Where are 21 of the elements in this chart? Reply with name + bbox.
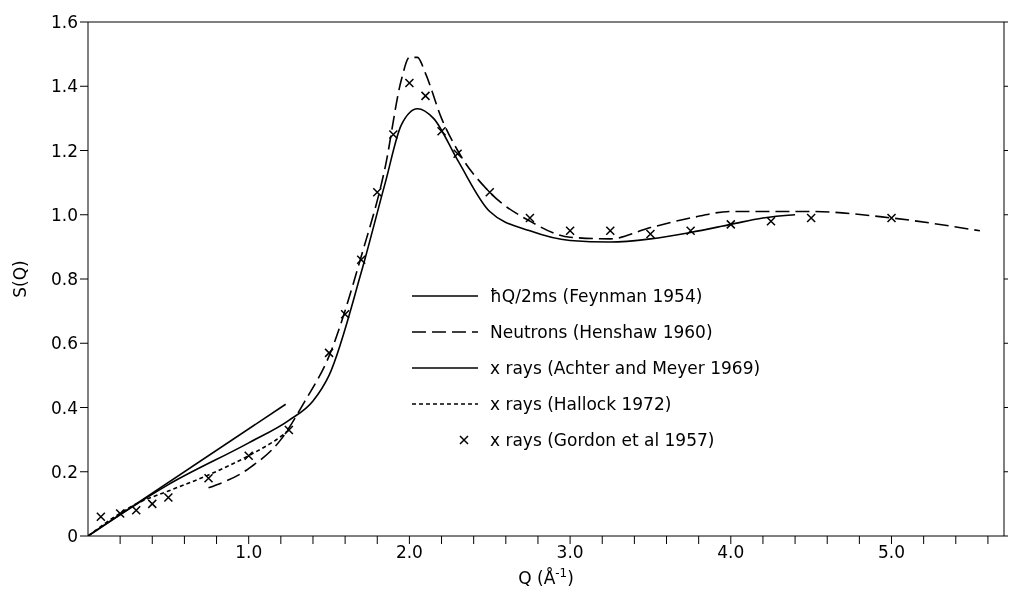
legend-label: x rays (Achter and Meyer 1969) xyxy=(490,358,761,378)
y-tick-label: 1.0 xyxy=(50,204,78,225)
x-tick-label: 4.0 xyxy=(717,542,745,563)
y-tick-label: 1.4 xyxy=(50,76,78,97)
y-tick-label: 0.6 xyxy=(50,333,78,354)
x-tick-label: 3.0 xyxy=(556,542,584,563)
y-tick-label: 0 xyxy=(67,526,78,547)
legend-label: x rays (Gordon et al 1957) xyxy=(490,430,715,450)
x-tick-label: 2.0 xyxy=(395,542,423,563)
x-tick-label: 1.0 xyxy=(235,542,263,563)
y-tick-label: 0.2 xyxy=(50,461,78,482)
y-tick-label: 0.8 xyxy=(50,269,78,290)
y-tick-label: 0.4 xyxy=(50,397,78,418)
y-axis-title: S(Q) xyxy=(10,260,30,298)
legend-label: x rays (Hallock 1972) xyxy=(490,394,672,414)
legend-label: Neutrons (Henshaw 1960) xyxy=(490,322,713,342)
y-tick-label: 1.2 xyxy=(50,140,78,161)
x-axis-title: Q (Å$^{-1}$) xyxy=(518,566,574,588)
legend-label: ħQ/2ms (Feynman 1954) xyxy=(490,286,703,306)
x-tick-label: 5.0 xyxy=(877,542,906,563)
y-tick-label: 1.6 xyxy=(50,12,78,33)
